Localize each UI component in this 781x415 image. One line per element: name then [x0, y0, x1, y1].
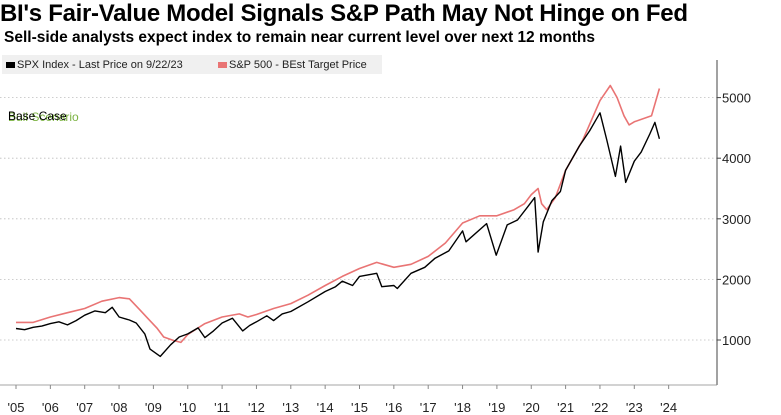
x-tick-label: '05 — [8, 400, 25, 415]
x-tick-label: '16 — [385, 400, 402, 415]
legend-swatch-target — [218, 62, 227, 68]
legend-entry-spx: SPX Index - Last Price on 9/22/23 — [17, 59, 183, 71]
chart-subtitle: Sell-side analysts expect index to remai… — [4, 29, 595, 46]
y-tick-label: 4000 — [722, 151, 751, 166]
scenario-label-base: Base Case — [8, 109, 67, 123]
x-ticks: '05 '06 '07 '08 '09 '10 '11 '12 '13 '14 '15 '16 '17 '… — [8, 385, 677, 415]
x-tick-label: '11 — [214, 400, 230, 415]
x-tick-label: '18 — [454, 400, 471, 415]
x-tick-label: '08 — [111, 400, 128, 415]
x-tick-label: '14 — [317, 400, 334, 415]
series-line-target — [16, 84, 661, 344]
x-tick-label: '07 — [76, 400, 93, 415]
x-tick-label: '21 — [557, 400, 574, 415]
chart-title: BI's Fair-Value Model Signals S&P Path M… — [0, 0, 688, 27]
y-ticks: 1000 2000 3000 4000 5000 — [717, 91, 751, 348]
x-tick-label: '22 — [591, 400, 608, 415]
scenario-label-bull: Bull Scenario — [8, 110, 79, 124]
gridlines — [0, 97, 717, 341]
x-tick-label: '09 — [145, 400, 162, 415]
line-chart: SPX Index - Last Price on 9/22/23 S&P 50… — [0, 55, 751, 415]
legend-entry-target: S&P 500 - BEst Target Price — [229, 59, 367, 71]
legend-swatch-spx — [6, 62, 15, 68]
legend-box — [2, 55, 382, 74]
x-tick-label: '23 — [626, 400, 643, 415]
x-tick-label: '10 — [179, 400, 196, 415]
series-lines — [15, 84, 661, 358]
x-tick-label: '13 — [282, 400, 299, 415]
y-tick-label: 1000 — [722, 333, 751, 348]
series-line-spx — [15, 112, 661, 358]
x-tick-label: '06 — [42, 400, 59, 415]
x-tick-label: '24 — [660, 400, 677, 415]
x-tick-label: '20 — [523, 400, 540, 415]
x-tick-label: '12 — [248, 400, 265, 415]
x-tick-label: '15 — [351, 400, 368, 415]
y-tick-label: 3000 — [722, 212, 751, 227]
x-tick-label: '19 — [488, 400, 505, 415]
x-tick-label: '17 — [420, 400, 437, 415]
y-tick-label: 5000 — [722, 91, 751, 106]
y-tick-label: 2000 — [722, 272, 751, 287]
